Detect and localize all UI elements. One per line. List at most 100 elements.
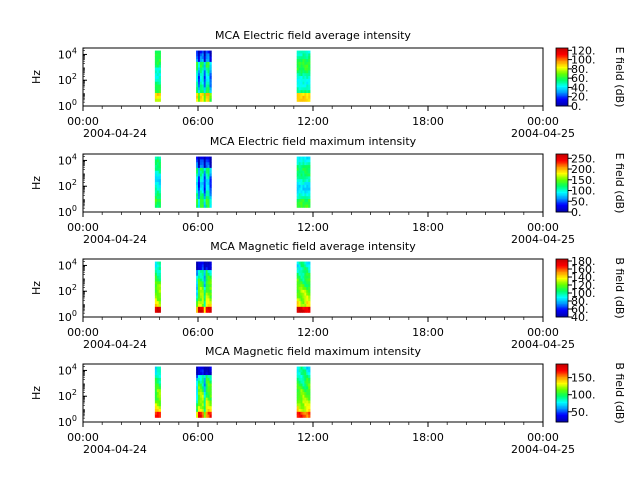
spectrogram-cell — [298, 159, 301, 163]
colorbar-step — [556, 90, 568, 92]
spectrogram-cell — [156, 90, 160, 94]
colorbar-step — [556, 81, 568, 84]
spectrogram-cell — [154, 281, 158, 285]
spectrogram-cell — [203, 76, 206, 80]
spectrogram-cell — [298, 53, 301, 57]
axes-frame — [82, 153, 544, 213]
spectrogram-cell — [306, 93, 309, 97]
colorbar-step — [556, 417, 568, 420]
spectrogram-cell — [158, 267, 161, 271]
spectrogram-cell — [158, 389, 161, 393]
spectrogram-cell — [306, 372, 309, 376]
spectrogram-cell — [300, 295, 303, 299]
y-tick-label: 100 — [58, 98, 77, 113]
spectrogram-cell — [196, 392, 199, 396]
spectrogram-cell — [308, 159, 311, 163]
colorbar-step — [556, 301, 568, 303]
colorbar-step — [556, 372, 568, 375]
spectrogram-cell — [196, 287, 199, 291]
spectrogram-cell — [201, 400, 205, 404]
spectrogram-cell — [298, 179, 301, 183]
spectrogram-cell — [154, 389, 158, 393]
colorbar-step — [556, 290, 568, 293]
spectrogram-cell — [207, 95, 210, 99]
spectrogram-cell — [306, 306, 309, 310]
spectrogram-cell — [201, 270, 205, 274]
spectrogram-cell — [300, 284, 303, 288]
colorbar-tick-label: 180. — [571, 255, 596, 268]
colorbar-step — [556, 413, 568, 416]
x-tick-label: 06:00 — [182, 221, 214, 234]
spectrogram-cell — [199, 98, 203, 102]
spectrogram-cell — [298, 156, 301, 160]
colorbar-step — [556, 201, 568, 204]
spectrogram-cell — [300, 289, 303, 293]
spectrogram-cell — [199, 50, 203, 54]
spectrogram-cell — [296, 394, 299, 398]
spectrogram-cell — [205, 176, 208, 180]
spectrogram-cell — [308, 284, 311, 288]
spectrogram-cell — [300, 73, 303, 77]
spectrogram-cell — [156, 389, 160, 393]
spectrogram-cell — [304, 287, 307, 291]
colorbar-step — [556, 169, 568, 172]
spectrogram-cell — [298, 409, 301, 413]
spectrogram-cell — [205, 366, 208, 370]
spectrogram-cell — [209, 383, 212, 387]
colorbar-tick-label: 140. — [571, 271, 596, 284]
spectrogram-cell — [207, 392, 210, 396]
spectrogram-cell — [300, 176, 303, 180]
colorbar-label: B field (dB) — [613, 257, 626, 318]
spectrogram-cell — [308, 278, 311, 282]
spectrogram-cell — [300, 264, 303, 268]
colorbar-step — [556, 198, 568, 201]
spectrogram-interval — [154, 366, 161, 418]
panel-2: MCA Electric field maximum intensity1001… — [30, 135, 626, 246]
colorbar-step — [556, 296, 568, 299]
spectrogram-cell — [196, 87, 199, 91]
spectrogram-cell — [209, 400, 212, 404]
spectrogram-cell — [156, 284, 160, 288]
spectrogram-cell — [300, 78, 303, 82]
spectrogram-cell — [302, 81, 305, 85]
spectrogram-cell — [296, 176, 299, 180]
spectrogram-cell — [298, 204, 301, 208]
spectrogram-cell — [205, 375, 208, 379]
spectrogram-cell — [296, 380, 299, 384]
spectrogram-cell — [205, 304, 208, 308]
spectrogram-cell — [196, 81, 199, 85]
spectrogram-cell — [203, 190, 206, 194]
spectrogram-cell — [199, 193, 203, 197]
spectrogram-cell — [207, 67, 210, 71]
spectrogram-cell — [196, 201, 199, 205]
spectrogram-cell — [304, 190, 307, 194]
spectrogram-cell — [199, 392, 203, 396]
spectrogram-cell — [203, 281, 206, 285]
spectrogram-cell — [302, 275, 305, 279]
spectrogram-cell — [154, 383, 158, 387]
spectrogram-cell — [203, 184, 206, 188]
spectrogram-cell — [207, 176, 210, 180]
spectrogram-cell — [201, 261, 205, 265]
spectrogram-cell — [300, 406, 303, 410]
spectrogram-cell — [201, 298, 205, 302]
spectrogram-cell — [296, 78, 299, 82]
spectrogram-cell — [198, 67, 201, 71]
spectrogram-cell — [304, 406, 307, 410]
spectrogram-cell — [207, 295, 210, 299]
colorbar-step — [556, 103, 568, 105]
spectrogram-cell — [302, 59, 305, 63]
spectrogram-cell — [201, 287, 205, 291]
y-tick-label: 102 — [58, 72, 77, 87]
spectrogram-cell — [306, 392, 309, 396]
spectrogram-cell — [198, 196, 201, 200]
spectrogram-cell — [298, 50, 301, 54]
colorbar-step — [556, 178, 568, 181]
spectrogram-cell — [304, 201, 307, 205]
spectrogram-cell — [158, 278, 161, 282]
spectrogram-cell — [203, 261, 206, 265]
spectrogram-cell — [298, 275, 301, 279]
x-tick-label: 18:00 — [412, 431, 444, 444]
spectrogram-cell — [201, 98, 205, 102]
spectrogram-cell — [209, 84, 212, 88]
